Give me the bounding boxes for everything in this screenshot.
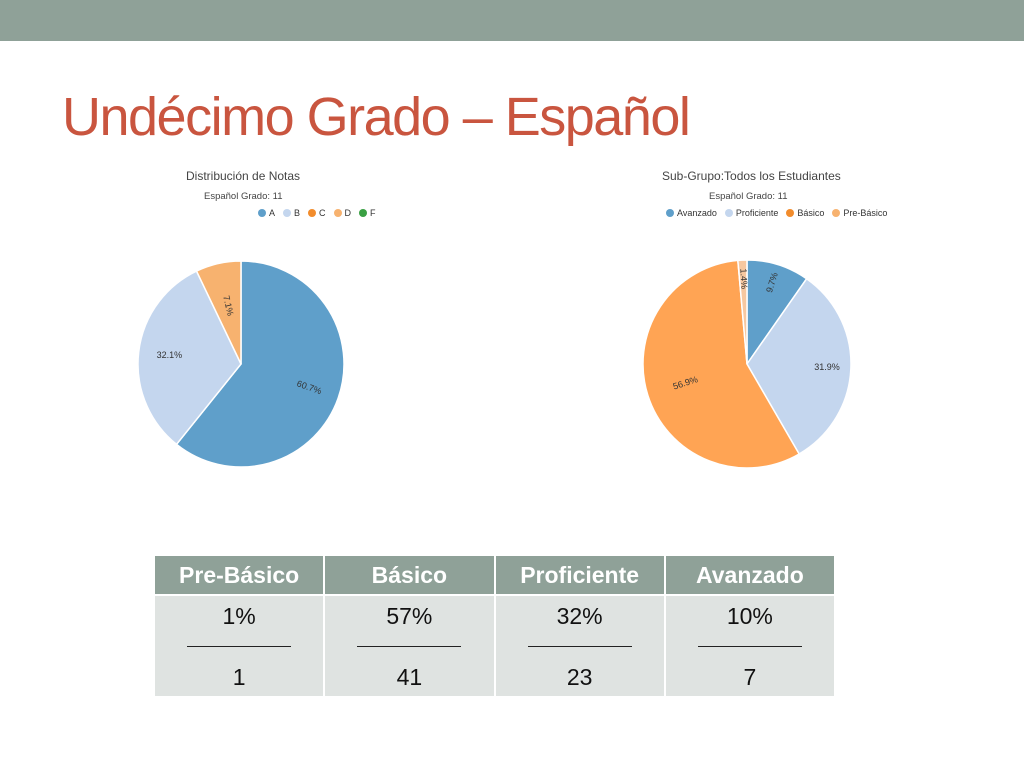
legend-swatch <box>283 209 292 217</box>
percent-value: 57% <box>386 602 433 629</box>
slice-label-b: 32.1% <box>157 350 183 360</box>
slice-label-pre-basico: 1.4% <box>738 268 749 289</box>
legend-item-f[interactable]: F <box>359 208 376 218</box>
table-row: 1% 1 57% 41 32% 23 10% 7 <box>155 596 834 696</box>
percent-value: 10% <box>726 602 773 629</box>
pie-slice-pre-basico[interactable] <box>737 259 748 365</box>
fraction-rule <box>187 645 292 647</box>
slice-label-d: 7.1% <box>221 294 235 316</box>
count-value: 1 <box>232 663 246 690</box>
chart2-pie: 9.7%31.9%56.9%1.4% <box>642 259 852 469</box>
cell-proficiente: 32% 23 <box>495 596 664 696</box>
chart2-legend: Avanzado Proficiente Básico Pre-Básico <box>666 208 887 218</box>
legend-label: B <box>294 208 301 218</box>
legend-item-b[interactable]: B <box>283 208 300 218</box>
legend-label: Básico <box>797 208 825 218</box>
chart1-title: Distribución de Notas <box>186 169 301 183</box>
slide-title: Undécimo Grado – Español <box>62 87 691 147</box>
slice-label-proficiente: 31.9% <box>814 362 840 372</box>
pie-slice-b[interactable] <box>137 270 242 446</box>
legend-label: Pre-Básico <box>843 208 888 218</box>
cell-basico: 57% 41 <box>325 596 494 696</box>
legend-label: C <box>319 208 326 218</box>
pie-slice-a[interactable] <box>175 260 345 468</box>
header-proficiente: Proficiente <box>495 556 664 594</box>
cell-avanzado: 10% 7 <box>665 596 834 696</box>
top-accent-bar <box>0 0 1024 41</box>
count-value: 23 <box>566 663 593 690</box>
legend-swatch <box>724 209 733 217</box>
pie-slice-proficiente[interactable] <box>746 277 852 456</box>
percent-value: 1% <box>222 602 256 629</box>
legend-swatch <box>258 209 266 217</box>
legend-item-basico[interactable]: Básico <box>786 208 824 218</box>
table-header-row: Pre-Básico Básico Proficiente Avanzado <box>155 556 834 594</box>
chart2-subtitle: Español Grado: 11 <box>709 191 788 202</box>
fraction-rule <box>527 645 632 647</box>
chart1-pie: 60.7%32.1%7.1% <box>137 260 345 468</box>
legend-label: D <box>344 208 352 218</box>
header-basico: Básico <box>325 556 494 594</box>
chart2-title: Sub-Grupo:Todos los Estudiantes <box>662 169 841 183</box>
legend-item-pre-basico[interactable]: Pre-Básico <box>832 208 887 218</box>
fraction-rule <box>357 645 462 647</box>
legend-swatch <box>333 209 342 217</box>
legend-label: Avanzado <box>677 208 717 218</box>
legend-label: Proficiente <box>735 208 779 218</box>
results-table: Pre-Básico Básico Proficiente Avanzado 1… <box>153 554 836 698</box>
header-pre-basico: Pre-Básico <box>155 556 324 594</box>
fraction-rule <box>697 645 802 647</box>
legend-swatch <box>832 209 841 217</box>
legend-item-c[interactable]: C <box>308 208 326 218</box>
pie-slice-basico[interactable] <box>642 259 801 469</box>
legend-item-d[interactable]: D <box>333 208 352 218</box>
chart1-subtitle: Español Grado: 11 <box>204 191 283 202</box>
cell-pre-basico: 1% 1 <box>155 596 324 696</box>
legend-label: A <box>269 208 276 218</box>
legend-swatch <box>786 209 795 217</box>
legend-swatch <box>666 209 674 217</box>
header-avanzado: Avanzado <box>665 556 834 594</box>
legend-label: F <box>370 208 376 218</box>
count-value: 41 <box>396 663 423 690</box>
legend-item-proficiente[interactable]: Proficiente <box>724 208 779 218</box>
legend-swatch <box>359 209 368 217</box>
pie-slice-d[interactable] <box>195 260 242 365</box>
legend-item-a[interactable]: A <box>258 208 275 218</box>
legend-swatch <box>308 209 317 217</box>
percent-value: 32% <box>556 602 603 629</box>
legend-item-avanzado[interactable]: Avanzado <box>666 208 717 218</box>
count-value: 7 <box>743 663 757 690</box>
